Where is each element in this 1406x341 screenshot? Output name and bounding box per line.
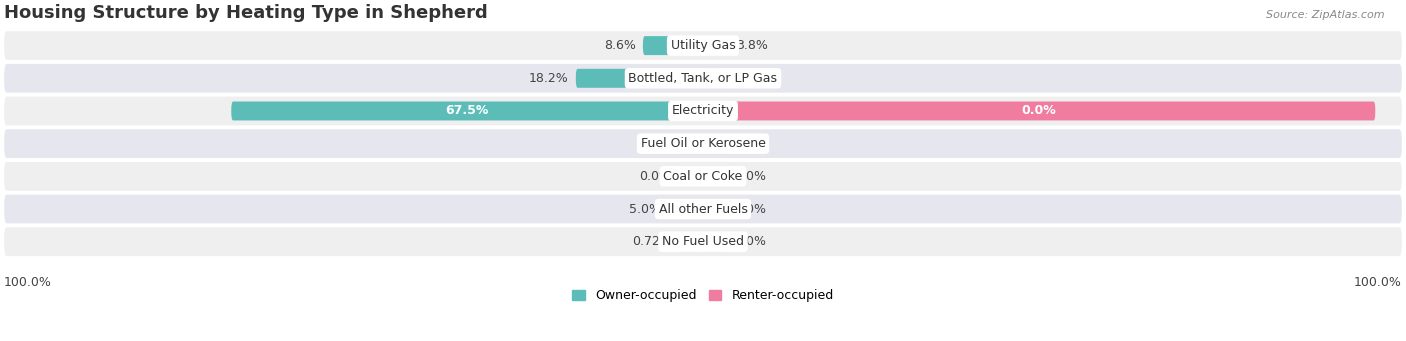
Text: Source: ZipAtlas.com: Source: ZipAtlas.com — [1267, 10, 1385, 20]
FancyBboxPatch shape — [4, 227, 1402, 256]
Text: 8.6%: 8.6% — [605, 39, 636, 52]
FancyBboxPatch shape — [679, 232, 703, 251]
FancyBboxPatch shape — [4, 195, 1402, 223]
FancyBboxPatch shape — [703, 36, 730, 55]
FancyBboxPatch shape — [232, 102, 703, 120]
FancyBboxPatch shape — [703, 69, 727, 88]
Text: 0.0%: 0.0% — [640, 170, 672, 183]
FancyBboxPatch shape — [679, 167, 703, 186]
Legend: Owner-occupied, Renter-occupied: Owner-occupied, Renter-occupied — [572, 289, 834, 302]
FancyBboxPatch shape — [4, 162, 1402, 191]
FancyBboxPatch shape — [4, 129, 1402, 158]
Text: 0.0%: 0.0% — [734, 203, 766, 216]
Text: 100.0%: 100.0% — [1354, 276, 1402, 289]
Text: Utility Gas: Utility Gas — [671, 39, 735, 52]
Text: 0.0%: 0.0% — [1022, 104, 1056, 118]
FancyBboxPatch shape — [4, 64, 1402, 93]
Text: 0.72%: 0.72% — [631, 235, 672, 248]
FancyBboxPatch shape — [4, 31, 1402, 60]
Text: 5.0%: 5.0% — [628, 203, 661, 216]
Text: No Fuel Used: No Fuel Used — [662, 235, 744, 248]
FancyBboxPatch shape — [643, 36, 703, 55]
FancyBboxPatch shape — [576, 69, 703, 88]
Text: 0.0%: 0.0% — [734, 137, 766, 150]
FancyBboxPatch shape — [703, 199, 727, 219]
Text: 100.0%: 100.0% — [4, 276, 52, 289]
Text: Fuel Oil or Kerosene: Fuel Oil or Kerosene — [641, 137, 765, 150]
Text: All other Fuels: All other Fuels — [658, 203, 748, 216]
Text: 67.5%: 67.5% — [446, 104, 489, 118]
Text: 0.0%: 0.0% — [734, 170, 766, 183]
Text: 0.0%: 0.0% — [734, 72, 766, 85]
Text: 18.2%: 18.2% — [529, 72, 569, 85]
FancyBboxPatch shape — [703, 134, 727, 153]
Text: Electricity: Electricity — [672, 104, 734, 118]
Text: Bottled, Tank, or LP Gas: Bottled, Tank, or LP Gas — [628, 72, 778, 85]
FancyBboxPatch shape — [703, 232, 727, 251]
Text: Housing Structure by Heating Type in Shepherd: Housing Structure by Heating Type in She… — [4, 4, 488, 22]
FancyBboxPatch shape — [4, 97, 1402, 125]
Text: 3.8%: 3.8% — [737, 39, 769, 52]
Text: 0.0%: 0.0% — [734, 235, 766, 248]
Text: Coal or Coke: Coal or Coke — [664, 170, 742, 183]
FancyBboxPatch shape — [703, 167, 727, 186]
FancyBboxPatch shape — [668, 199, 703, 219]
Text: 0.0%: 0.0% — [640, 137, 672, 150]
FancyBboxPatch shape — [679, 134, 703, 153]
FancyBboxPatch shape — [703, 102, 1375, 120]
